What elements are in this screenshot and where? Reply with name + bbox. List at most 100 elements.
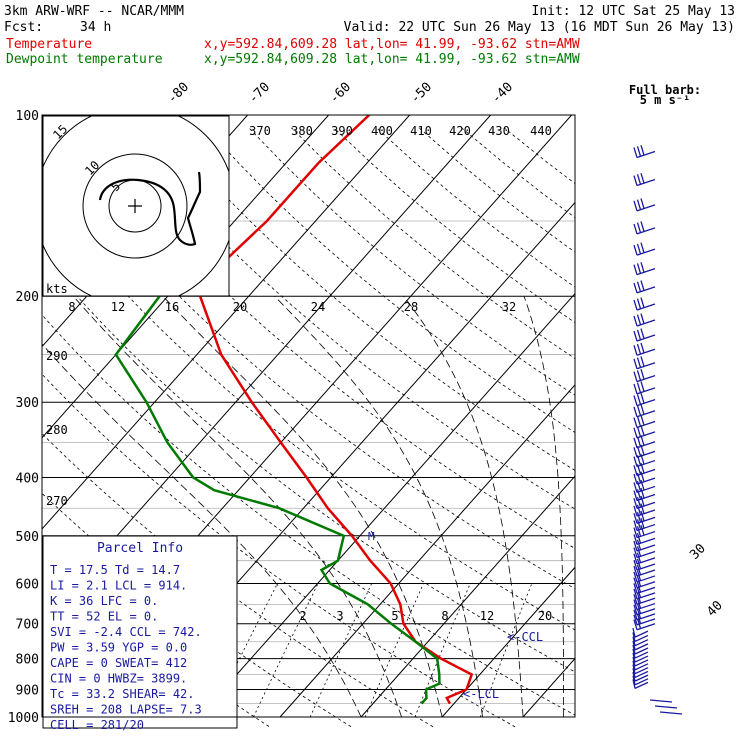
wind-barb (636, 431, 656, 439)
wind-barb (636, 387, 656, 395)
ccl-marker: <-CCL (507, 630, 543, 644)
wind-barb-flag (633, 200, 638, 212)
wind-barb-flag (636, 464, 642, 475)
wind-barb (634, 674, 649, 682)
wind-barb (636, 618, 656, 626)
moist-adiabat (523, 296, 564, 717)
wind-barb-flag (633, 609, 638, 621)
parcel-info-frame (42, 535, 238, 729)
wind-barb-flag (633, 498, 638, 509)
mixing-ratio-label: 8 (441, 609, 448, 623)
full-barb-units: 5 m s⁻¹ (640, 93, 691, 107)
wind-barb (636, 268, 656, 276)
wind-barb-flag (636, 416, 642, 427)
wind-barb-flag (640, 172, 645, 184)
wind-barb (636, 586, 656, 594)
wind-barb-flag (636, 587, 642, 598)
wind-barb-flag (636, 532, 642, 544)
wind-barb (634, 639, 649, 647)
wind-barb-flag (633, 571, 638, 583)
isotherm-line (360, 475, 575, 718)
wind-barb-flag (632, 648, 636, 659)
dry-adiabat (418, 127, 575, 253)
wind-barb-flag (640, 479, 645, 491)
wind-barb (636, 420, 656, 429)
wind-barb-flag (632, 644, 636, 655)
theta-label-top: 400 (371, 124, 393, 138)
theta-label-left: 270 (46, 494, 68, 508)
parcel-info-row: CELL = 281/20 (50, 718, 144, 732)
wind-barb-flag (636, 546, 642, 557)
wind-barb (634, 651, 649, 659)
parcel-info-row: CIN = 0 HWBZ= 3899. (50, 672, 187, 686)
wind-barb-flag (633, 505, 638, 517)
wind-barb-flag (636, 382, 642, 393)
wind-barb-flag (636, 314, 642, 325)
isotherm-label: -50 (408, 80, 435, 107)
wind-barb (634, 643, 649, 651)
wind-barb-flag (636, 552, 642, 563)
hodograph: 15 10 5 kts (42, 115, 230, 297)
wind-barb (636, 319, 656, 327)
wind-barb-flag (636, 426, 642, 437)
wind-barb (636, 537, 656, 545)
wind-barb-flag (633, 383, 638, 395)
wind-barb-flag (636, 222, 642, 233)
wind-barb (636, 575, 656, 583)
parcel-info-row: K = 36 LFC = 0. (50, 594, 158, 608)
wind-barb (654, 705, 678, 709)
wind-barb-flag (633, 175, 638, 186)
wind-barb (636, 348, 656, 356)
wind-barb (634, 647, 649, 655)
wind-barb-flag (633, 619, 638, 630)
isotherm-line (441, 566, 575, 718)
theta-e-label: 24 (311, 300, 325, 314)
pressure-tick-label: 800 (16, 653, 39, 668)
pressure-tick-label: 300 (16, 396, 39, 411)
dry-adiabat (42, 373, 518, 728)
wind-barb-flag (636, 243, 642, 255)
isotherm-line (522, 657, 575, 718)
dewpoint-location: x,y=592.84,609.28 lat,lon= 41.99, -93.62… (204, 52, 580, 67)
theta-e-label: 32 (502, 300, 516, 314)
wind-barb-flag (636, 481, 642, 492)
wind-barb (636, 509, 656, 517)
isotherm-line (42, 115, 411, 530)
wind-barb-flag (640, 381, 645, 392)
wind-barb-flag (636, 199, 642, 210)
wind-barb-flag (636, 539, 642, 551)
wind-barb-flag (636, 357, 642, 368)
wind-barb-flag (633, 540, 638, 552)
wind-barb-flag (636, 263, 642, 274)
isotherm-label: -70 (246, 80, 273, 107)
wind-barb (636, 204, 656, 212)
hodograph-trace (98, 171, 202, 246)
parcel-info-title: Parcel Info (97, 541, 183, 556)
parcel-info-row: SREH = 208 LAPSE= 7.3 (50, 703, 202, 717)
parcel-info-row: TT = 52 EL = 0. (50, 610, 158, 624)
mixing-ratio-line (364, 583, 424, 718)
dry-adiabat (376, 127, 575, 288)
wind-barb (636, 516, 656, 524)
wind-barb-flag (633, 447, 638, 458)
wind-barb (636, 592, 656, 600)
wind-barb-flag (632, 671, 636, 682)
parcel-info-row: PW = 3.59 YGP = 0.0 (50, 641, 187, 655)
wind-barb-flag (640, 510, 645, 522)
wind-barb-flag (640, 356, 645, 367)
isotherm-line (42, 115, 330, 439)
dry-adiabat (163, 127, 575, 471)
wind-barb (636, 569, 656, 577)
wind-barb-flag (640, 198, 645, 209)
wind-barb-flag (636, 603, 642, 614)
wind-barb (634, 655, 649, 663)
theta-e-label: 20 (233, 300, 247, 314)
wind-barb (636, 485, 656, 494)
fcst-value: 34 h (80, 20, 111, 35)
theta-label-top: 430 (488, 124, 510, 138)
wind-barb-flag (640, 404, 645, 415)
wind-barb-flag (633, 315, 638, 327)
hodograph-units: kts (46, 282, 68, 296)
wind-barb-flag (632, 660, 636, 670)
wind-barb-flag (636, 576, 642, 587)
